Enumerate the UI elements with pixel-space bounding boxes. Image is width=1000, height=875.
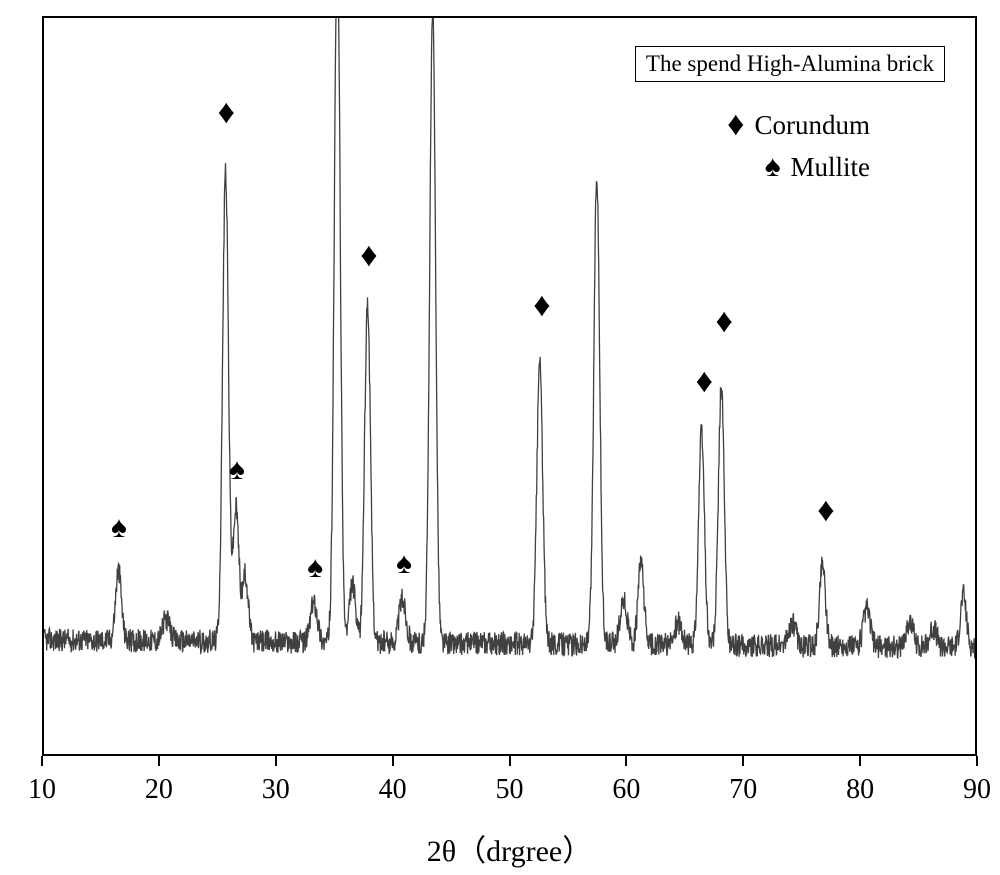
x-tick-label: 20 <box>145 774 173 806</box>
x-tick-label: 70 <box>729 774 757 806</box>
x-tick-label: 90 <box>963 774 991 806</box>
spade-icon: ♠ <box>229 455 245 485</box>
diamond-icon: ♦ <box>817 494 834 528</box>
legend-entry-label: Corundum <box>754 110 870 141</box>
diamond-icon: ♦ <box>218 96 235 130</box>
legend-title-box: The spend High-Alumina brick <box>635 46 945 82</box>
x-tick <box>275 756 277 766</box>
legend-entry-label: Mullite <box>791 152 871 183</box>
legend-title-text: The spend High-Alumina brick <box>646 51 934 76</box>
xrd-pattern-plot: The spend High-Alumina brick ♦ Corundum ♠ M… <box>42 16 977 756</box>
spade-icon: ♠ <box>111 513 127 543</box>
spade-icon: ♠ <box>307 553 323 583</box>
x-tick <box>625 756 627 766</box>
x-tick <box>392 756 394 766</box>
x-tick <box>41 756 43 766</box>
x-tick-label: 40 <box>379 774 407 806</box>
diamond-icon: ♦ <box>533 289 550 323</box>
diamond-icon: ♦ <box>696 365 713 399</box>
x-tick <box>158 756 160 766</box>
legend-entry: ♠ Mullite <box>765 150 870 184</box>
x-tick-label: 50 <box>496 774 524 806</box>
spade-icon: ♠ <box>396 549 412 579</box>
x-tick <box>509 756 511 766</box>
spade-icon: ♠ <box>765 150 781 184</box>
diamond-icon: ♦ <box>716 305 733 339</box>
x-tick <box>976 756 978 766</box>
diamond-icon: ♦ <box>360 239 377 273</box>
x-tick-label: 80 <box>846 774 874 806</box>
x-tick-label: 60 <box>612 774 640 806</box>
diamond-icon: ♦ <box>727 106 744 144</box>
x-tick <box>742 756 744 766</box>
x-tick-label: 10 <box>28 774 56 806</box>
x-tick <box>859 756 861 766</box>
x-axis-label: 2θ（drgree） <box>427 826 592 870</box>
legend-entry: ♦ Corundum <box>727 106 870 144</box>
x-tick-label: 30 <box>262 774 290 806</box>
